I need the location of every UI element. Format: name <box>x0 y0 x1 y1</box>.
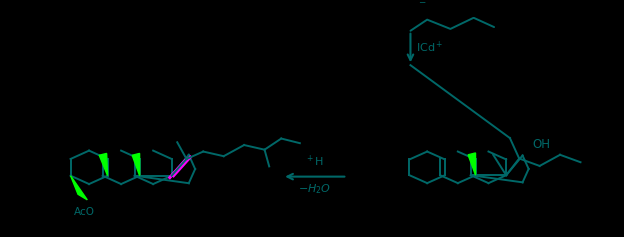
Text: OH: OH <box>532 138 550 151</box>
Polygon shape <box>71 176 87 200</box>
Polygon shape <box>132 153 140 176</box>
Text: $^+$H: $^+$H <box>305 154 324 169</box>
Text: $^-$: $^-$ <box>417 0 427 12</box>
Text: AcO: AcO <box>74 207 95 217</box>
Polygon shape <box>468 153 475 175</box>
Text: $-H_2O$: $-H_2O$ <box>298 182 331 196</box>
Text: ICd$^+$: ICd$^+$ <box>416 40 444 55</box>
Polygon shape <box>99 153 107 176</box>
